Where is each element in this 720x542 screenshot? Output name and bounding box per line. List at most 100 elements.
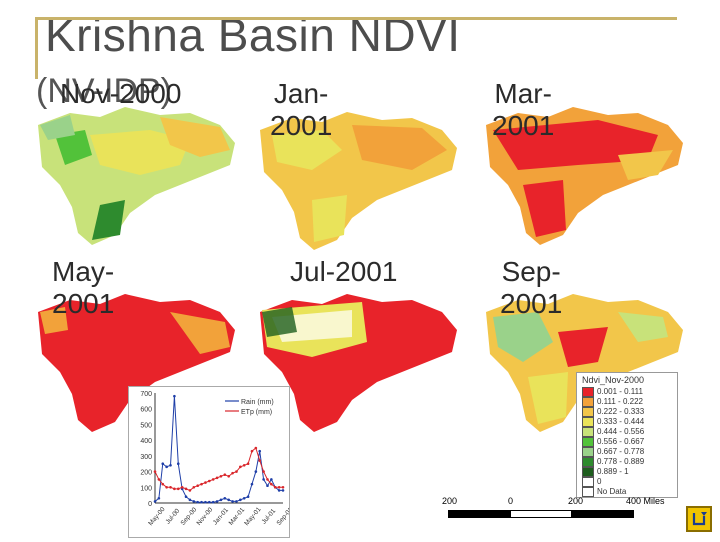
series-point bbox=[273, 485, 277, 489]
y-tick-label: 600 bbox=[140, 407, 152, 414]
ndvi-map-may-2001 bbox=[38, 294, 235, 432]
basin-patch bbox=[40, 115, 75, 140]
map-panel-jan-2001 bbox=[252, 100, 467, 250]
ndvi-map-sep-2001 bbox=[486, 294, 683, 432]
legend-item: 0.556 - 0.667 bbox=[582, 437, 644, 447]
ndvi-map-jul-2001 bbox=[260, 294, 457, 432]
legend-item: 0.889 - 1 bbox=[582, 467, 629, 477]
panel-label-line: Sep- bbox=[501, 256, 561, 287]
series-point bbox=[215, 476, 219, 480]
legend-label: No Data bbox=[597, 487, 627, 497]
return-arrow-icon bbox=[692, 512, 707, 526]
panel-label-line: Jul-2001 bbox=[290, 256, 398, 287]
basin-patch bbox=[618, 312, 668, 342]
series-point bbox=[165, 485, 168, 489]
chart-legend-label: Rain (mm) bbox=[241, 399, 274, 406]
series-point bbox=[246, 462, 250, 466]
series-point bbox=[215, 500, 219, 503]
series-point bbox=[184, 487, 188, 491]
legend-item: 0.778 - 0.889 bbox=[582, 457, 644, 467]
legend-swatch bbox=[582, 447, 594, 457]
scale-label: 0 bbox=[508, 496, 514, 506]
legend-label: 0.001 - 0.111 bbox=[597, 387, 643, 397]
panel-label-jul-2001: Jul-2001 bbox=[290, 256, 397, 288]
y-tick-label: 300 bbox=[140, 454, 152, 461]
ghost-heading: (NV-IDP) bbox=[36, 72, 172, 110]
y-tick-label: 500 bbox=[140, 422, 152, 429]
legend-label: 0 bbox=[597, 477, 602, 487]
legend-swatch bbox=[582, 487, 594, 497]
legend-item: 0.444 - 0.556 bbox=[582, 427, 644, 437]
scale-label: 200 bbox=[568, 496, 584, 506]
legend-label: 0.889 - 1 bbox=[597, 467, 629, 477]
basin-patch bbox=[558, 327, 608, 367]
legend-item: No Data bbox=[582, 487, 626, 497]
y-tick-label: 200 bbox=[140, 470, 152, 477]
basin-patch bbox=[312, 195, 347, 242]
series-point bbox=[223, 496, 227, 500]
legend-swatch bbox=[582, 407, 594, 417]
series-point bbox=[180, 485, 184, 489]
series-point bbox=[161, 462, 165, 466]
scale-segment bbox=[510, 510, 572, 518]
chart-legend-label: ETp (mm) bbox=[241, 409, 272, 416]
ndvi-map-nov-2000 bbox=[38, 107, 235, 245]
return-button[interactable] bbox=[686, 506, 712, 532]
panel-label-sep-2001: Sep- 2001 bbox=[500, 256, 562, 320]
legend-title: Ndvi_Nov-2000 bbox=[582, 375, 645, 385]
legend-item: 0.001 - 0.111 bbox=[582, 387, 643, 397]
series-point bbox=[165, 465, 168, 469]
series-point bbox=[157, 478, 161, 481]
legend-swatch bbox=[582, 387, 594, 397]
scale-label: 200 bbox=[442, 496, 458, 506]
legend-item: 0.111 - 0.222 bbox=[582, 397, 643, 407]
series-point bbox=[270, 478, 273, 481]
scale-segment bbox=[448, 510, 510, 518]
x-tick-label: Sep-01 bbox=[275, 506, 289, 527]
series-point bbox=[239, 498, 242, 502]
map-panel-may-2001 bbox=[30, 282, 245, 432]
series-point bbox=[161, 482, 165, 486]
y-tick-label: 700 bbox=[140, 391, 152, 398]
title-rule bbox=[35, 17, 677, 20]
series-point bbox=[204, 500, 207, 504]
panel-label-jan-2001: Jan- 2001 bbox=[270, 78, 332, 142]
series-point bbox=[258, 459, 262, 462]
panel-label-may-2001: May- 2001 bbox=[52, 256, 114, 320]
basin-patch bbox=[352, 125, 447, 170]
basin-patch bbox=[528, 372, 568, 424]
series-point bbox=[262, 470, 265, 473]
panel-label-line: May- bbox=[52, 256, 115, 287]
legend-label: 0.556 - 0.667 bbox=[597, 437, 645, 447]
legend-item: 0.333 - 0.444 bbox=[582, 417, 644, 427]
map-panel-jul-2001 bbox=[252, 282, 467, 432]
series-point bbox=[157, 496, 161, 500]
series-line bbox=[154, 447, 283, 492]
basin-patch bbox=[493, 120, 658, 170]
basin-patch bbox=[170, 312, 230, 354]
basin-patch bbox=[262, 307, 297, 337]
panel-label-line: 2001 bbox=[500, 288, 563, 319]
series-point bbox=[262, 478, 265, 481]
y-tick-label: 0 bbox=[148, 501, 152, 508]
scale-segment bbox=[572, 510, 634, 518]
legend-item: 0.222 - 0.333 bbox=[582, 407, 644, 417]
y-tick-label: 100 bbox=[140, 485, 152, 492]
basin-patch bbox=[272, 130, 342, 170]
series-point bbox=[153, 500, 157, 503]
series-point bbox=[250, 482, 254, 486]
series-point bbox=[204, 481, 207, 484]
series-point bbox=[153, 470, 157, 473]
series-point bbox=[196, 484, 199, 488]
scale-bar: 200 0 200 400 Miles bbox=[440, 496, 665, 522]
series-point bbox=[231, 471, 234, 475]
basin-patch bbox=[92, 200, 125, 240]
series-point bbox=[219, 474, 223, 478]
legend-swatch bbox=[582, 467, 594, 477]
scale-label: 400 Miles bbox=[626, 496, 665, 506]
legend-swatch bbox=[582, 477, 594, 487]
series-point bbox=[254, 446, 258, 450]
panel-label-line: 2001 bbox=[492, 110, 555, 141]
ndvi-legend: Ndvi_Nov-2000 0.001 - 0.111 0.111 - 0.222… bbox=[576, 372, 678, 498]
series-point bbox=[231, 500, 234, 503]
